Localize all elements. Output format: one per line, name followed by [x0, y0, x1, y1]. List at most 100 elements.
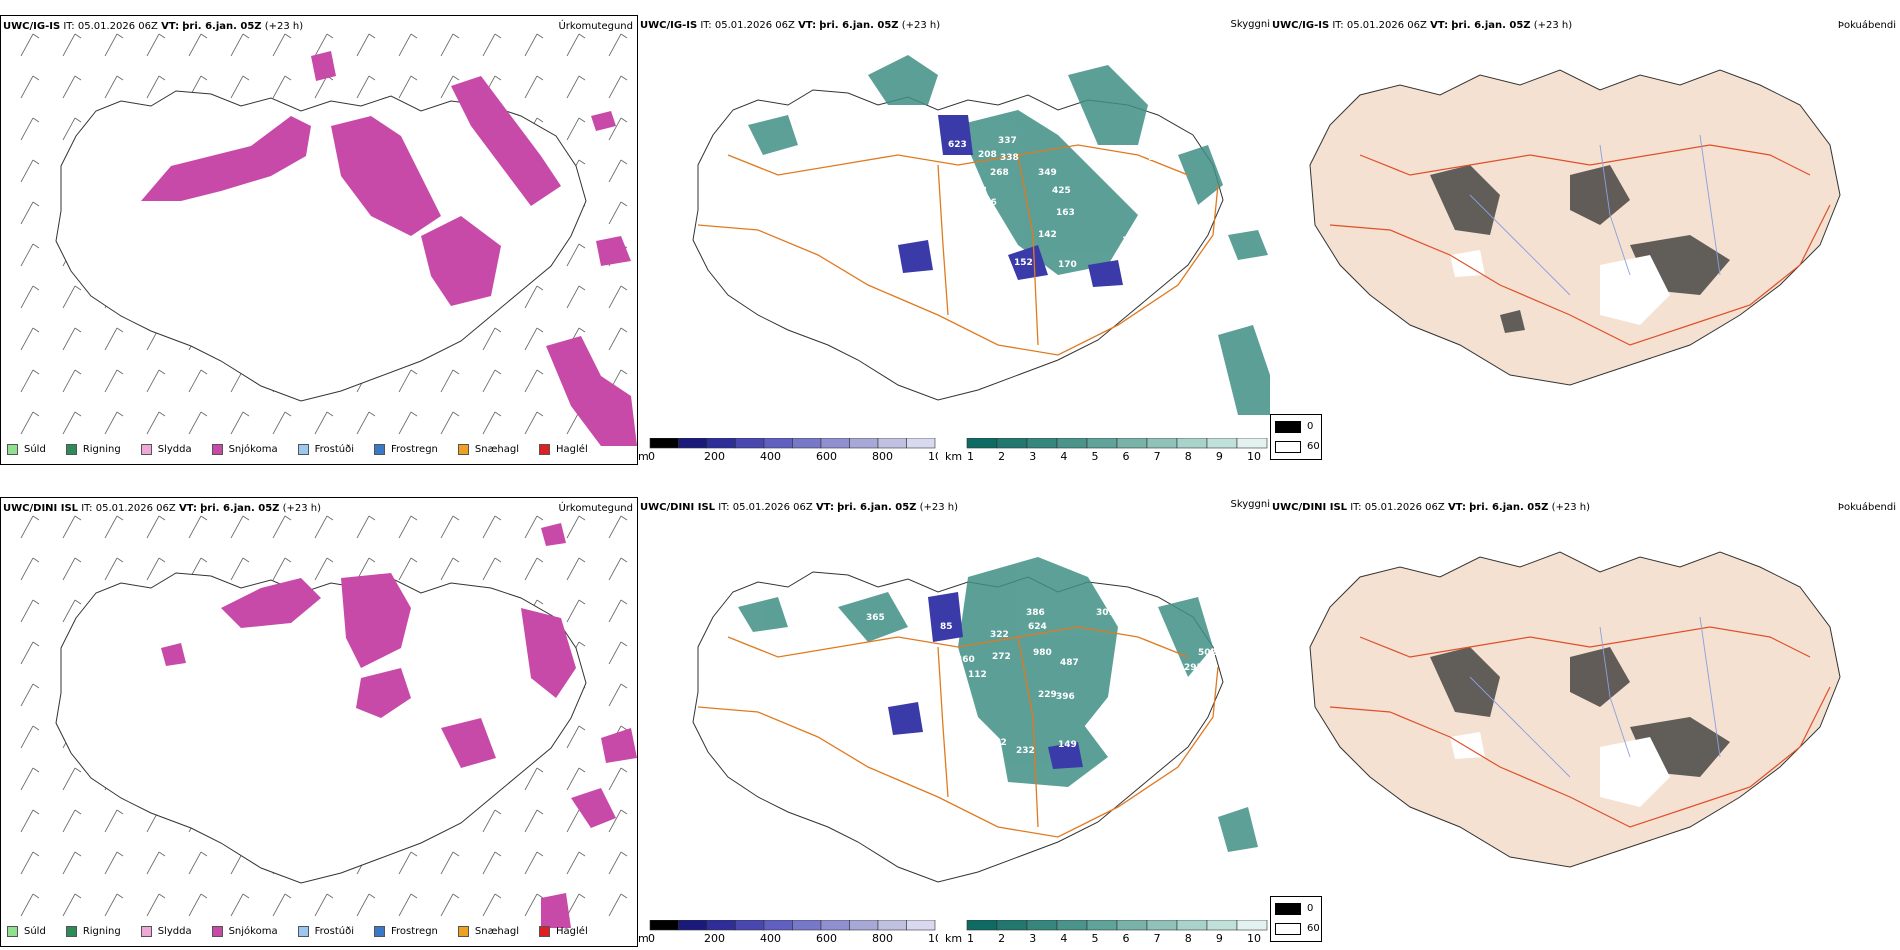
colorbar-unit: km	[945, 450, 963, 463]
legend-item: Frostúði	[297, 444, 354, 455]
wind-barb	[62, 411, 82, 435]
legend-item: Snæhagl	[457, 926, 519, 937]
colorbar-tick: 10	[1247, 932, 1261, 945]
colorbar-swatch	[763, 438, 793, 449]
colorbar-tick: 200	[704, 450, 725, 463]
wind-barb	[440, 369, 460, 393]
panel-title: Þokuábendi	[1837, 20, 1896, 31]
wind-barb	[62, 33, 82, 57]
wind-barb	[356, 893, 376, 917]
visibility-value-label: 338	[1000, 153, 1019, 163]
wind-barb	[20, 117, 40, 141]
visibility-value-label: 332	[778, 160, 797, 170]
visibility-value-label: 322	[990, 630, 1009, 640]
visibility-value-label: 232	[1016, 746, 1035, 756]
colorbar-swatch	[906, 438, 936, 449]
legend-item: Slydda	[140, 444, 192, 455]
wind-barb	[20, 557, 40, 581]
wind-barb	[608, 515, 628, 539]
visibility-value-label: 502	[1198, 648, 1217, 658]
colorbar-swatch	[820, 438, 850, 449]
colorbar-km-top: km 1 2 3 4 5 6 7 8 9 10	[945, 438, 1270, 466]
wind-barb	[398, 33, 418, 57]
wind-barb	[188, 893, 208, 917]
visibility-value-label: 276	[978, 198, 997, 208]
fog-panel-top: UWC/IG-IS IT: 05.01.2026 06Z VT: þri. 6.…	[1270, 15, 1900, 465]
colorbar-tick: 0	[648, 450, 655, 463]
wind-barb	[608, 557, 628, 581]
wind-barb	[20, 515, 40, 539]
legend-swatch	[374, 444, 385, 455]
wind-barb	[272, 75, 292, 99]
visibility-value-label: 198	[1158, 188, 1177, 198]
wind-barb	[566, 285, 586, 309]
wind-barb	[524, 327, 544, 351]
legend-item: Súld	[7, 926, 46, 937]
legend-item: Haglél	[539, 926, 588, 937]
colorbar-swatch	[820, 920, 850, 931]
visibility-value-label: 624	[1028, 622, 1047, 632]
visibility-value-label: 85	[940, 622, 953, 632]
visibility-value-label: 10	[1133, 647, 1146, 657]
wind-barb	[608, 117, 628, 141]
visibility-value-label: 301	[1096, 608, 1115, 618]
wind-barb	[62, 117, 82, 141]
wind-barb	[398, 851, 418, 875]
visibility-value-label: 20	[1108, 722, 1121, 732]
colorbar-tick: 200	[704, 932, 725, 945]
legend-swatch	[140, 444, 152, 455]
colorbar-tick: 400	[760, 450, 781, 463]
visibility-value-label: 229	[1038, 690, 1057, 700]
wind-barb	[314, 557, 334, 581]
wind-barb	[608, 201, 628, 225]
wind-barb	[440, 515, 460, 539]
legend-swatch	[539, 444, 551, 455]
colorbar-tick: 8	[1184, 932, 1192, 945]
colorbar-tick: 1000	[928, 450, 938, 463]
colorbar-swatch	[877, 920, 907, 931]
wind-barb	[524, 515, 544, 539]
wind-barb	[104, 809, 124, 833]
panel-header: UWC/IG-IS IT: 05.01.2026 06Z VT: þri. 6.…	[3, 21, 304, 32]
wind-barb	[566, 117, 586, 141]
wind-barb	[146, 515, 166, 539]
colorbar-swatch	[849, 920, 879, 931]
colorbar-unit: m	[638, 932, 649, 945]
wind-barb	[230, 75, 250, 99]
wind-barb	[272, 515, 292, 539]
wind-barb	[524, 809, 544, 833]
wind-barb	[20, 809, 40, 833]
colorbar-swatch	[1116, 920, 1148, 931]
wind-barb	[440, 75, 460, 99]
visibility-value-label: 396	[1056, 692, 1075, 702]
colorbar-tick: 2	[998, 450, 1006, 463]
colorbar-tick: 9	[1215, 450, 1223, 463]
wind-barb	[188, 851, 208, 875]
wind-barb	[524, 285, 544, 309]
iceland-map	[20, 33, 637, 446]
legend-label: Snjókoma	[228, 444, 278, 455]
colorbar-swatch	[1086, 920, 1118, 931]
visibility-value-label: 142	[1108, 742, 1127, 752]
colorbar-swatch	[1056, 920, 1088, 931]
wind-barb	[440, 893, 460, 917]
legend-item: Rigning	[65, 926, 121, 937]
visibility-value-label: 487	[1060, 658, 1079, 668]
visibility-panel-bottom: UWC/DINI ISL IT: 05.01.2026 06Z VT: þri.…	[638, 497, 1270, 947]
wind-barb	[104, 75, 124, 99]
wind-barb	[188, 369, 208, 393]
colorbar-tick: 10	[1247, 450, 1261, 463]
colorbar-unit: m	[638, 450, 649, 463]
wind-barb	[440, 33, 460, 57]
visibility-value-label: 188	[1148, 153, 1167, 163]
wind-barb	[20, 767, 40, 791]
legend-label: Snæhagl	[474, 444, 520, 455]
legend-swatch	[297, 444, 309, 455]
legend-item: Frostregn	[374, 926, 438, 937]
wind-barb	[62, 75, 82, 99]
colorbar-tick: 6	[1122, 450, 1130, 463]
colorbar-m-swatches	[649, 920, 936, 931]
colorbar-swatch	[1086, 438, 1118, 449]
colorbar-tick: 3	[1029, 450, 1037, 463]
wind-barb	[524, 33, 544, 57]
